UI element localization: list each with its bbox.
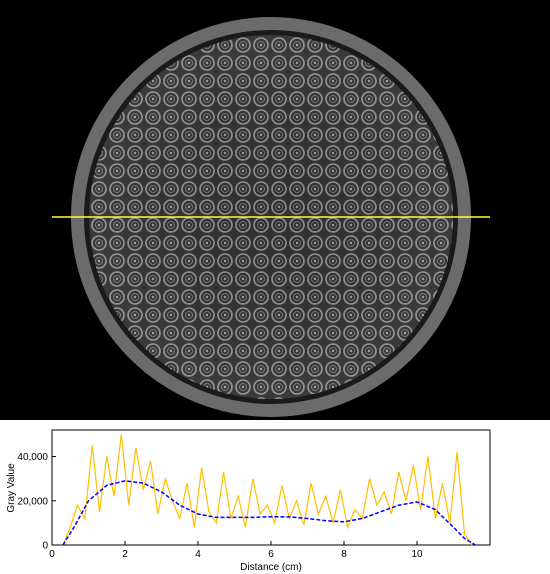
plot-frame [51, 429, 491, 546]
x-tick-label: 10 [411, 549, 423, 560]
x-tick-label: 4 [195, 549, 201, 560]
y-tick-label: 20,000 [17, 496, 48, 507]
ct-scan-image [0, 0, 550, 420]
profile-chart: 0 20,000 40,000 0 2 4 6 8 10 Gray Value Distanc… [6, 429, 491, 573]
x-tick-label: 6 [268, 549, 274, 560]
x-tick-label: 2 [122, 549, 128, 560]
smoothed-gray-value-line [62, 480, 476, 546]
series-layer [62, 434, 476, 546]
raw-gray-value-line [62, 434, 473, 546]
y-tick-label: 40,000 [17, 452, 48, 463]
y-axis-title: Gray Value [6, 463, 17, 513]
x-axis-title: Distance (cm) [240, 562, 302, 573]
y-axis: 0 20,000 40,000 [17, 452, 56, 552]
x-tick-label: 0 [49, 549, 55, 560]
ct-scan-svg [52, 17, 490, 417]
x-tick-label: 8 [341, 549, 347, 560]
y-tick-label: 0 [42, 541, 48, 552]
x-axis: 0 2 4 6 8 10 [49, 541, 423, 560]
